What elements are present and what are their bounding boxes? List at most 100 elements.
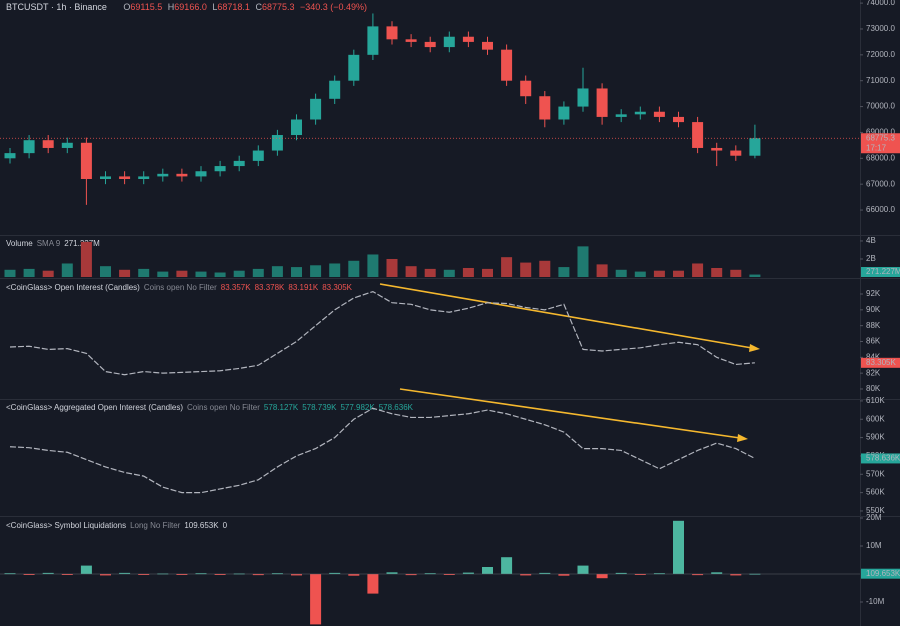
ohlc-key: H <box>168 2 175 12</box>
bar <box>271 573 283 575</box>
y-tick-label: 10M <box>866 541 882 550</box>
candle-body <box>596 88 608 117</box>
bar <box>482 268 493 277</box>
last-value-tag <box>861 357 900 368</box>
last-value-label: 578.636K <box>866 454 900 463</box>
candle-body <box>615 114 627 117</box>
bar <box>386 572 398 575</box>
bar <box>634 574 646 576</box>
series-line <box>9 290 755 376</box>
bar <box>214 574 226 576</box>
candle-body <box>443 36 455 48</box>
legend-value: 0 <box>223 521 228 530</box>
bar <box>348 260 360 277</box>
candle-body <box>271 135 283 151</box>
candle-body <box>711 147 723 151</box>
bar <box>138 268 150 277</box>
candle-body <box>482 41 493 50</box>
y-tick-label: 570K <box>866 469 885 478</box>
trend-arrow <box>399 388 741 439</box>
bar <box>443 269 455 277</box>
bar <box>539 260 551 277</box>
candle-body <box>673 116 684 123</box>
pane-legend: <CoinGlass> Open Interest (Candles) Coins… <box>6 283 353 292</box>
bar <box>348 574 360 576</box>
bar <box>61 263 73 277</box>
candle-body <box>233 160 245 167</box>
candle-body <box>424 41 436 48</box>
bar <box>405 574 417 576</box>
candle-body <box>214 166 226 172</box>
legend-subtitle: Coins open No Filter <box>144 283 217 292</box>
bar <box>501 557 513 575</box>
candle-body <box>520 80 532 97</box>
bar <box>80 241 92 277</box>
y-tick-label: 69000.0 <box>866 128 895 137</box>
bar <box>100 574 111 576</box>
bar <box>653 573 665 575</box>
bar <box>730 574 742 576</box>
y-tick-label: 73000.0 <box>866 24 895 33</box>
y-tick-label: 71000.0 <box>866 76 895 85</box>
bar <box>310 574 322 625</box>
bar <box>558 574 570 576</box>
bar <box>424 573 436 575</box>
last-value-tag <box>861 568 900 579</box>
bar <box>100 266 111 277</box>
bar <box>692 574 704 576</box>
bar <box>176 574 188 576</box>
y-tick-label: 590K <box>866 433 885 442</box>
candle-body <box>692 122 704 148</box>
candle-body <box>367 26 379 55</box>
ohlc-value: 68775.3 <box>262 2 295 12</box>
candle-body <box>100 176 111 179</box>
bar <box>577 246 589 277</box>
bar <box>653 270 665 277</box>
bar <box>291 267 302 277</box>
bar <box>23 268 35 277</box>
bar <box>4 269 16 277</box>
y-tick-label: 72000.0 <box>866 50 895 59</box>
last-value-label: 68775.3 <box>866 133 895 142</box>
bar <box>673 520 684 575</box>
candle-body <box>501 49 513 81</box>
bar <box>271 266 283 277</box>
header: BTCUSDT · 1h · Binance O69115.5 H69166.0… <box>6 2 367 12</box>
bar <box>42 572 54 575</box>
bar <box>367 254 379 277</box>
y-tick-label: 2B <box>866 254 876 263</box>
last-value-label: 271.227M <box>866 267 900 276</box>
bar <box>386 258 398 277</box>
bar <box>310 265 322 277</box>
legend-value: 578.636K <box>379 403 414 412</box>
ohlc-value: 69115.5 <box>130 2 162 12</box>
bar <box>138 574 150 576</box>
y-tick-label: 610K <box>866 396 885 405</box>
candle-body <box>119 176 131 179</box>
y-tick-label: 90K <box>866 305 881 314</box>
y-tick-label: 67000.0 <box>866 179 895 188</box>
bar <box>119 269 131 277</box>
candle-body <box>61 142 73 148</box>
last-value-tag <box>861 133 900 154</box>
bar <box>749 274 761 277</box>
bar <box>367 574 379 594</box>
bar <box>520 574 532 576</box>
bar <box>214 272 226 277</box>
bar <box>291 574 302 576</box>
candle-body <box>405 39 417 42</box>
bar <box>195 271 207 277</box>
candle-body <box>329 80 341 99</box>
y-tick-label: 70000.0 <box>866 102 895 111</box>
ohlc-key: L <box>212 2 217 12</box>
y-tick-label: 20M <box>866 513 882 522</box>
legend-title: <CoinGlass> Aggregated Open Interest (Ca… <box>6 403 183 412</box>
bar <box>615 269 627 277</box>
bar <box>730 269 742 277</box>
bar <box>596 574 608 579</box>
bar <box>501 257 513 277</box>
legend-subtitle: SMA 9 <box>37 239 61 248</box>
legend-title: <CoinGlass> Open Interest (Candles) <box>6 283 140 292</box>
candle-body <box>634 111 646 115</box>
bar <box>329 572 341 575</box>
